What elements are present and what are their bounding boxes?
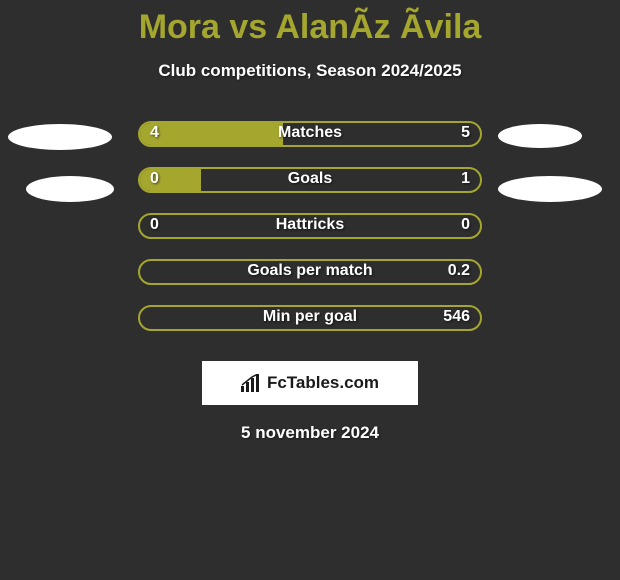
stat-label: Min per goal	[0, 308, 620, 326]
stat-label: Goals per match	[0, 262, 620, 280]
stats-area: 45Matches01Goals00Hattricks0.2Goals per …	[0, 121, 620, 351]
stat-label: Matches	[0, 124, 620, 142]
page-title: Mora vs AlanÃz Ãvila	[0, 0, 620, 47]
stat-label: Hattricks	[0, 216, 620, 234]
stat-row: 01Goals	[0, 167, 620, 213]
stat-label: Goals	[0, 170, 620, 188]
logo-text: FcTables.com	[267, 373, 379, 393]
stat-row: 45Matches	[0, 121, 620, 167]
stat-row: 0.2Goals per match	[0, 259, 620, 305]
date-text: 5 november 2024	[0, 423, 620, 443]
comparison-infographic: Mora vs AlanÃz Ãvila Club competitions, …	[0, 0, 620, 580]
stat-row: 00Hattricks	[0, 213, 620, 259]
source-logo: FcTables.com	[202, 361, 418, 405]
bars-icon	[241, 374, 263, 392]
subtitle: Club competitions, Season 2024/2025	[0, 61, 620, 81]
stat-row: 546Min per goal	[0, 305, 620, 351]
